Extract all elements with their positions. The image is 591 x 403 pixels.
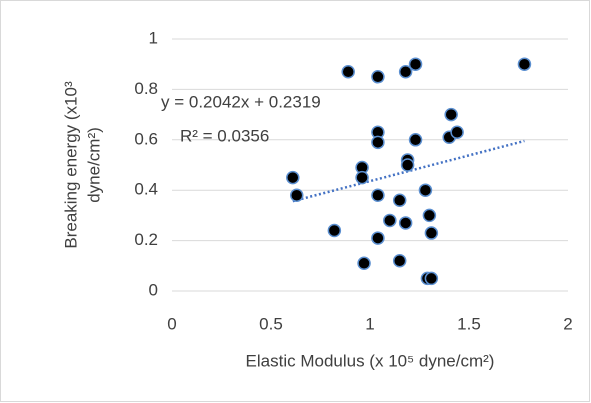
point — [371, 70, 385, 84]
y-tick-label: 1 — [149, 28, 158, 47]
y-tick-label: 0.8 — [134, 79, 158, 98]
point — [408, 57, 423, 71]
point — [422, 208, 437, 223]
point — [444, 107, 458, 122]
point — [424, 226, 439, 240]
point — [371, 231, 385, 245]
x-tick-label: 0 — [167, 314, 176, 333]
point — [418, 183, 433, 197]
x-tick-label: 2 — [563, 314, 572, 333]
point — [371, 188, 385, 202]
point — [341, 65, 355, 79]
r-squared: R² = 0.0356 — [180, 126, 269, 145]
x-tick-label: 1.5 — [457, 314, 481, 333]
trendline — [292, 139, 525, 203]
point — [398, 65, 413, 79]
point — [371, 135, 385, 150]
y-tick-label: 0.4 — [134, 180, 158, 199]
y-axis-label: dyne/cm²) — [84, 127, 103, 203]
point — [424, 271, 439, 286]
y-axis-label: Breaking energy (x10³ — [61, 81, 80, 249]
point — [450, 125, 464, 139]
x-tick-label: 1 — [365, 314, 374, 333]
trendline-equation: y = 0.2042x + 0.2319 — [161, 92, 321, 111]
point — [327, 223, 342, 238]
point — [355, 170, 369, 185]
point — [383, 213, 397, 228]
point — [392, 254, 407, 268]
point — [289, 188, 304, 202]
x-axis-label: Elastic Modulus (x 10⁵ dyne/cm²) — [246, 351, 495, 370]
point — [517, 57, 532, 71]
point — [357, 256, 371, 271]
point — [400, 158, 415, 172]
point — [398, 216, 413, 230]
point — [392, 193, 407, 208]
x-tick-label: 0.5 — [259, 314, 283, 333]
point — [408, 133, 423, 147]
y-tick-label: 0.2 — [134, 230, 158, 249]
point — [286, 170, 300, 185]
y-tick-label: 0 — [149, 280, 158, 299]
y-tick-label: 0.6 — [134, 129, 158, 148]
